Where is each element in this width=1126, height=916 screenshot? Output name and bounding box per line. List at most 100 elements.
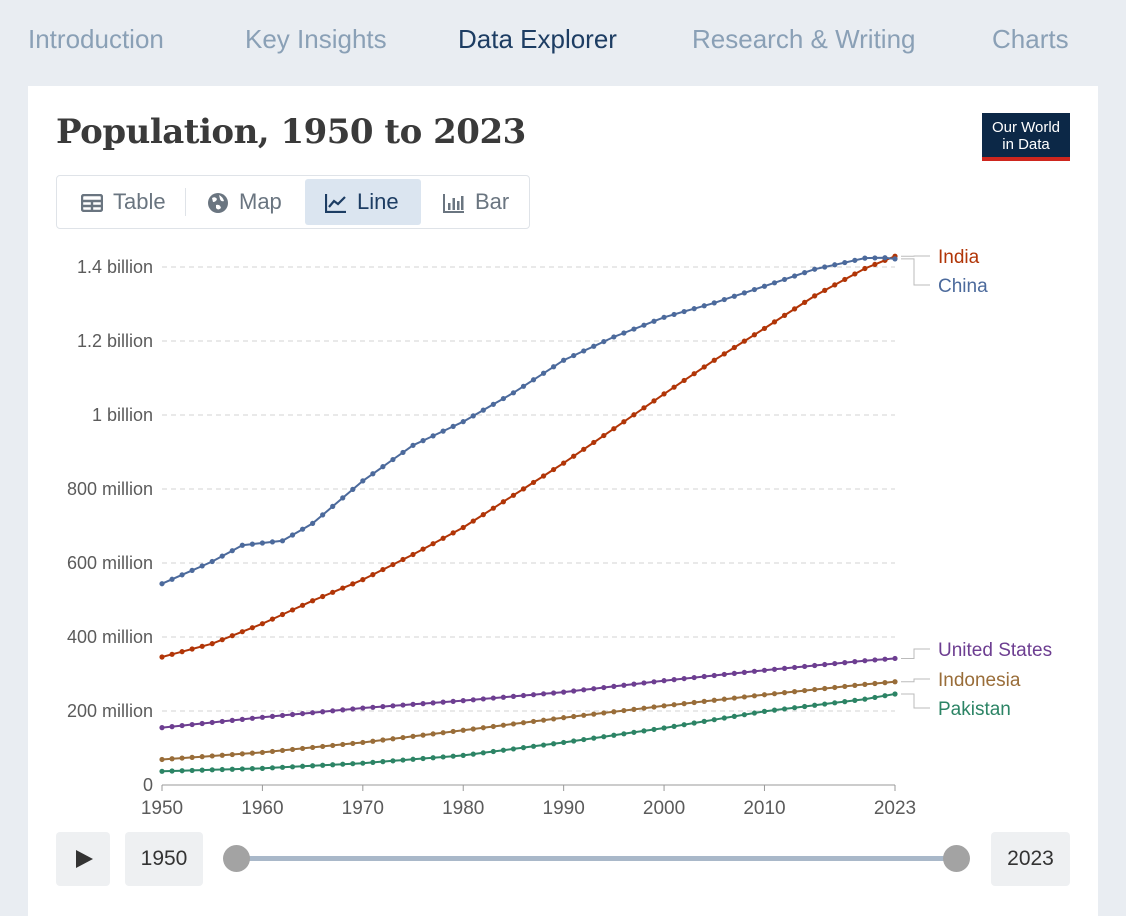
data-point xyxy=(200,754,205,759)
data-point xyxy=(772,667,777,672)
data-point xyxy=(431,755,436,760)
data-point xyxy=(862,658,867,663)
data-point xyxy=(732,345,737,350)
data-point xyxy=(210,767,215,772)
data-point xyxy=(420,701,425,706)
data-point xyxy=(511,390,516,395)
data-point xyxy=(491,402,496,407)
data-point xyxy=(812,267,817,272)
data-point xyxy=(752,287,757,292)
data-point xyxy=(832,282,837,287)
data-point xyxy=(702,719,707,724)
start-year-box[interactable]: 1950 xyxy=(125,832,203,886)
data-point xyxy=(762,284,767,289)
data-point xyxy=(892,656,897,661)
data-point xyxy=(561,690,566,695)
data-point xyxy=(742,670,747,675)
data-point xyxy=(581,447,586,452)
data-point xyxy=(360,761,365,766)
data-point xyxy=(410,552,415,557)
data-point xyxy=(712,717,717,722)
owid-logo[interactable]: Our World in Data xyxy=(982,113,1070,161)
view-tab-group: Table Map Line Bar xyxy=(56,175,530,229)
nav-tab-research-writing[interactable]: Research & Writing xyxy=(692,24,916,55)
tab-bar[interactable]: Bar xyxy=(439,179,513,225)
data-point xyxy=(441,700,446,705)
data-point xyxy=(782,313,787,318)
data-point xyxy=(300,527,305,532)
data-point xyxy=(842,684,847,689)
data-point xyxy=(782,666,787,671)
data-point xyxy=(159,769,164,774)
data-point xyxy=(240,717,245,722)
data-point xyxy=(872,681,877,686)
data-point xyxy=(260,621,265,626)
data-point xyxy=(752,710,757,715)
data-point xyxy=(491,749,496,754)
tab-map[interactable]: Map xyxy=(203,179,286,225)
data-point xyxy=(682,701,687,706)
x-tick-label: 1990 xyxy=(543,798,585,819)
play-button[interactable] xyxy=(56,832,110,886)
data-point xyxy=(169,724,174,729)
data-point xyxy=(682,378,687,383)
data-point xyxy=(772,319,777,324)
data-point xyxy=(260,766,265,771)
top-navigation: Introduction Key Insights Data Explorer … xyxy=(0,0,1126,82)
data-point xyxy=(370,739,375,744)
data-point xyxy=(410,757,415,762)
data-point xyxy=(712,698,717,703)
data-point xyxy=(611,733,616,738)
data-point xyxy=(501,748,506,753)
data-point xyxy=(461,728,466,733)
data-point xyxy=(260,715,265,720)
data-point xyxy=(310,521,315,526)
data-point xyxy=(451,424,456,429)
data-point xyxy=(601,710,606,715)
data-point xyxy=(370,471,375,476)
data-point xyxy=(551,467,556,472)
end-year-box[interactable]: 2023 xyxy=(991,832,1070,886)
data-point xyxy=(842,660,847,665)
data-point xyxy=(822,264,827,269)
data-point xyxy=(511,694,516,699)
tab-table[interactable]: Table xyxy=(77,179,170,225)
tab-line-label: Line xyxy=(357,189,399,214)
data-point xyxy=(702,699,707,704)
data-point xyxy=(571,688,576,693)
timeline-track[interactable] xyxy=(237,856,957,861)
data-point xyxy=(370,572,375,577)
data-point xyxy=(611,709,616,714)
label-connector xyxy=(901,694,930,708)
nav-tab-charts[interactable]: Charts xyxy=(992,24,1069,55)
data-point xyxy=(591,686,596,691)
data-point xyxy=(270,714,275,719)
nav-tab-introduction[interactable]: Introduction xyxy=(28,24,164,55)
data-point xyxy=(651,704,656,709)
data-point xyxy=(169,756,174,761)
data-point xyxy=(561,461,566,466)
start-year-handle[interactable] xyxy=(223,845,250,872)
data-point xyxy=(832,262,837,267)
data-point xyxy=(692,720,697,725)
data-point xyxy=(702,364,707,369)
data-point xyxy=(461,525,466,530)
data-point xyxy=(591,344,596,349)
data-point xyxy=(179,572,184,577)
end-year-handle[interactable] xyxy=(943,845,970,872)
nav-tab-data-explorer[interactable]: Data Explorer xyxy=(458,24,617,55)
data-point xyxy=(280,612,285,617)
data-point xyxy=(501,723,506,728)
data-point xyxy=(812,663,817,668)
data-point xyxy=(892,691,897,696)
data-point xyxy=(651,319,656,324)
data-point xyxy=(702,674,707,679)
tab-line[interactable]: Line xyxy=(305,179,421,225)
data-point xyxy=(631,707,636,712)
data-point xyxy=(682,309,687,314)
nav-tab-key-insights[interactable]: Key Insights xyxy=(245,24,387,55)
data-point xyxy=(551,741,556,746)
data-point xyxy=(290,607,295,612)
